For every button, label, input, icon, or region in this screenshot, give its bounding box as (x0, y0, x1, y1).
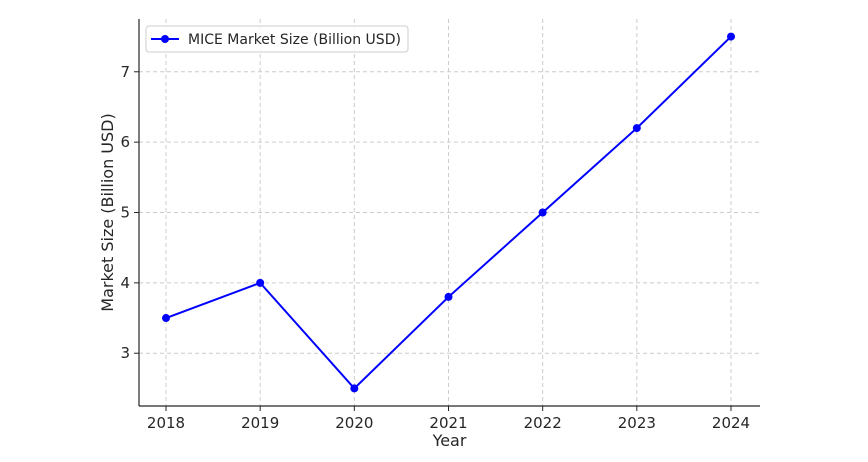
x-tick-label: 2021 (429, 414, 467, 432)
y-tick-label: 3 (120, 344, 130, 362)
x-tick-label: 2019 (241, 414, 279, 432)
x-tick-label: 2020 (335, 414, 373, 432)
y-axis-ticks: 3 4 5 6 7 (120, 63, 139, 362)
y-axis-label: Market Size (Billion USD) (98, 113, 117, 311)
grid-lines (139, 19, 760, 406)
legend: MICE Market Size (Billion USD) (145, 25, 409, 53)
data-point (350, 384, 359, 393)
x-tick-label: 2023 (618, 414, 656, 432)
x-tick-label: 2022 (524, 414, 562, 432)
series (162, 32, 735, 393)
x-axis-label: Year (432, 431, 467, 450)
x-tick-label: 2024 (712, 414, 750, 432)
legend-marker (161, 35, 169, 43)
data-point (632, 124, 641, 133)
legend-entry-label: MICE Market Size (Billion USD) (188, 32, 401, 48)
legend-box (145, 25, 409, 53)
data-point (162, 314, 170, 323)
data-point (256, 278, 265, 287)
data-point (538, 208, 547, 217)
data-point (727, 32, 735, 41)
x-axis-ticks: 2018 2019 2020 2021 2022 2023 2024 (147, 406, 750, 432)
data-point (444, 292, 453, 301)
y-tick-label: 5 (120, 204, 130, 222)
y-tick-label: 4 (120, 274, 130, 292)
y-tick-label: 7 (120, 63, 130, 81)
y-tick-label: 6 (120, 133, 130, 151)
x-tick-label: 2018 (147, 414, 185, 432)
